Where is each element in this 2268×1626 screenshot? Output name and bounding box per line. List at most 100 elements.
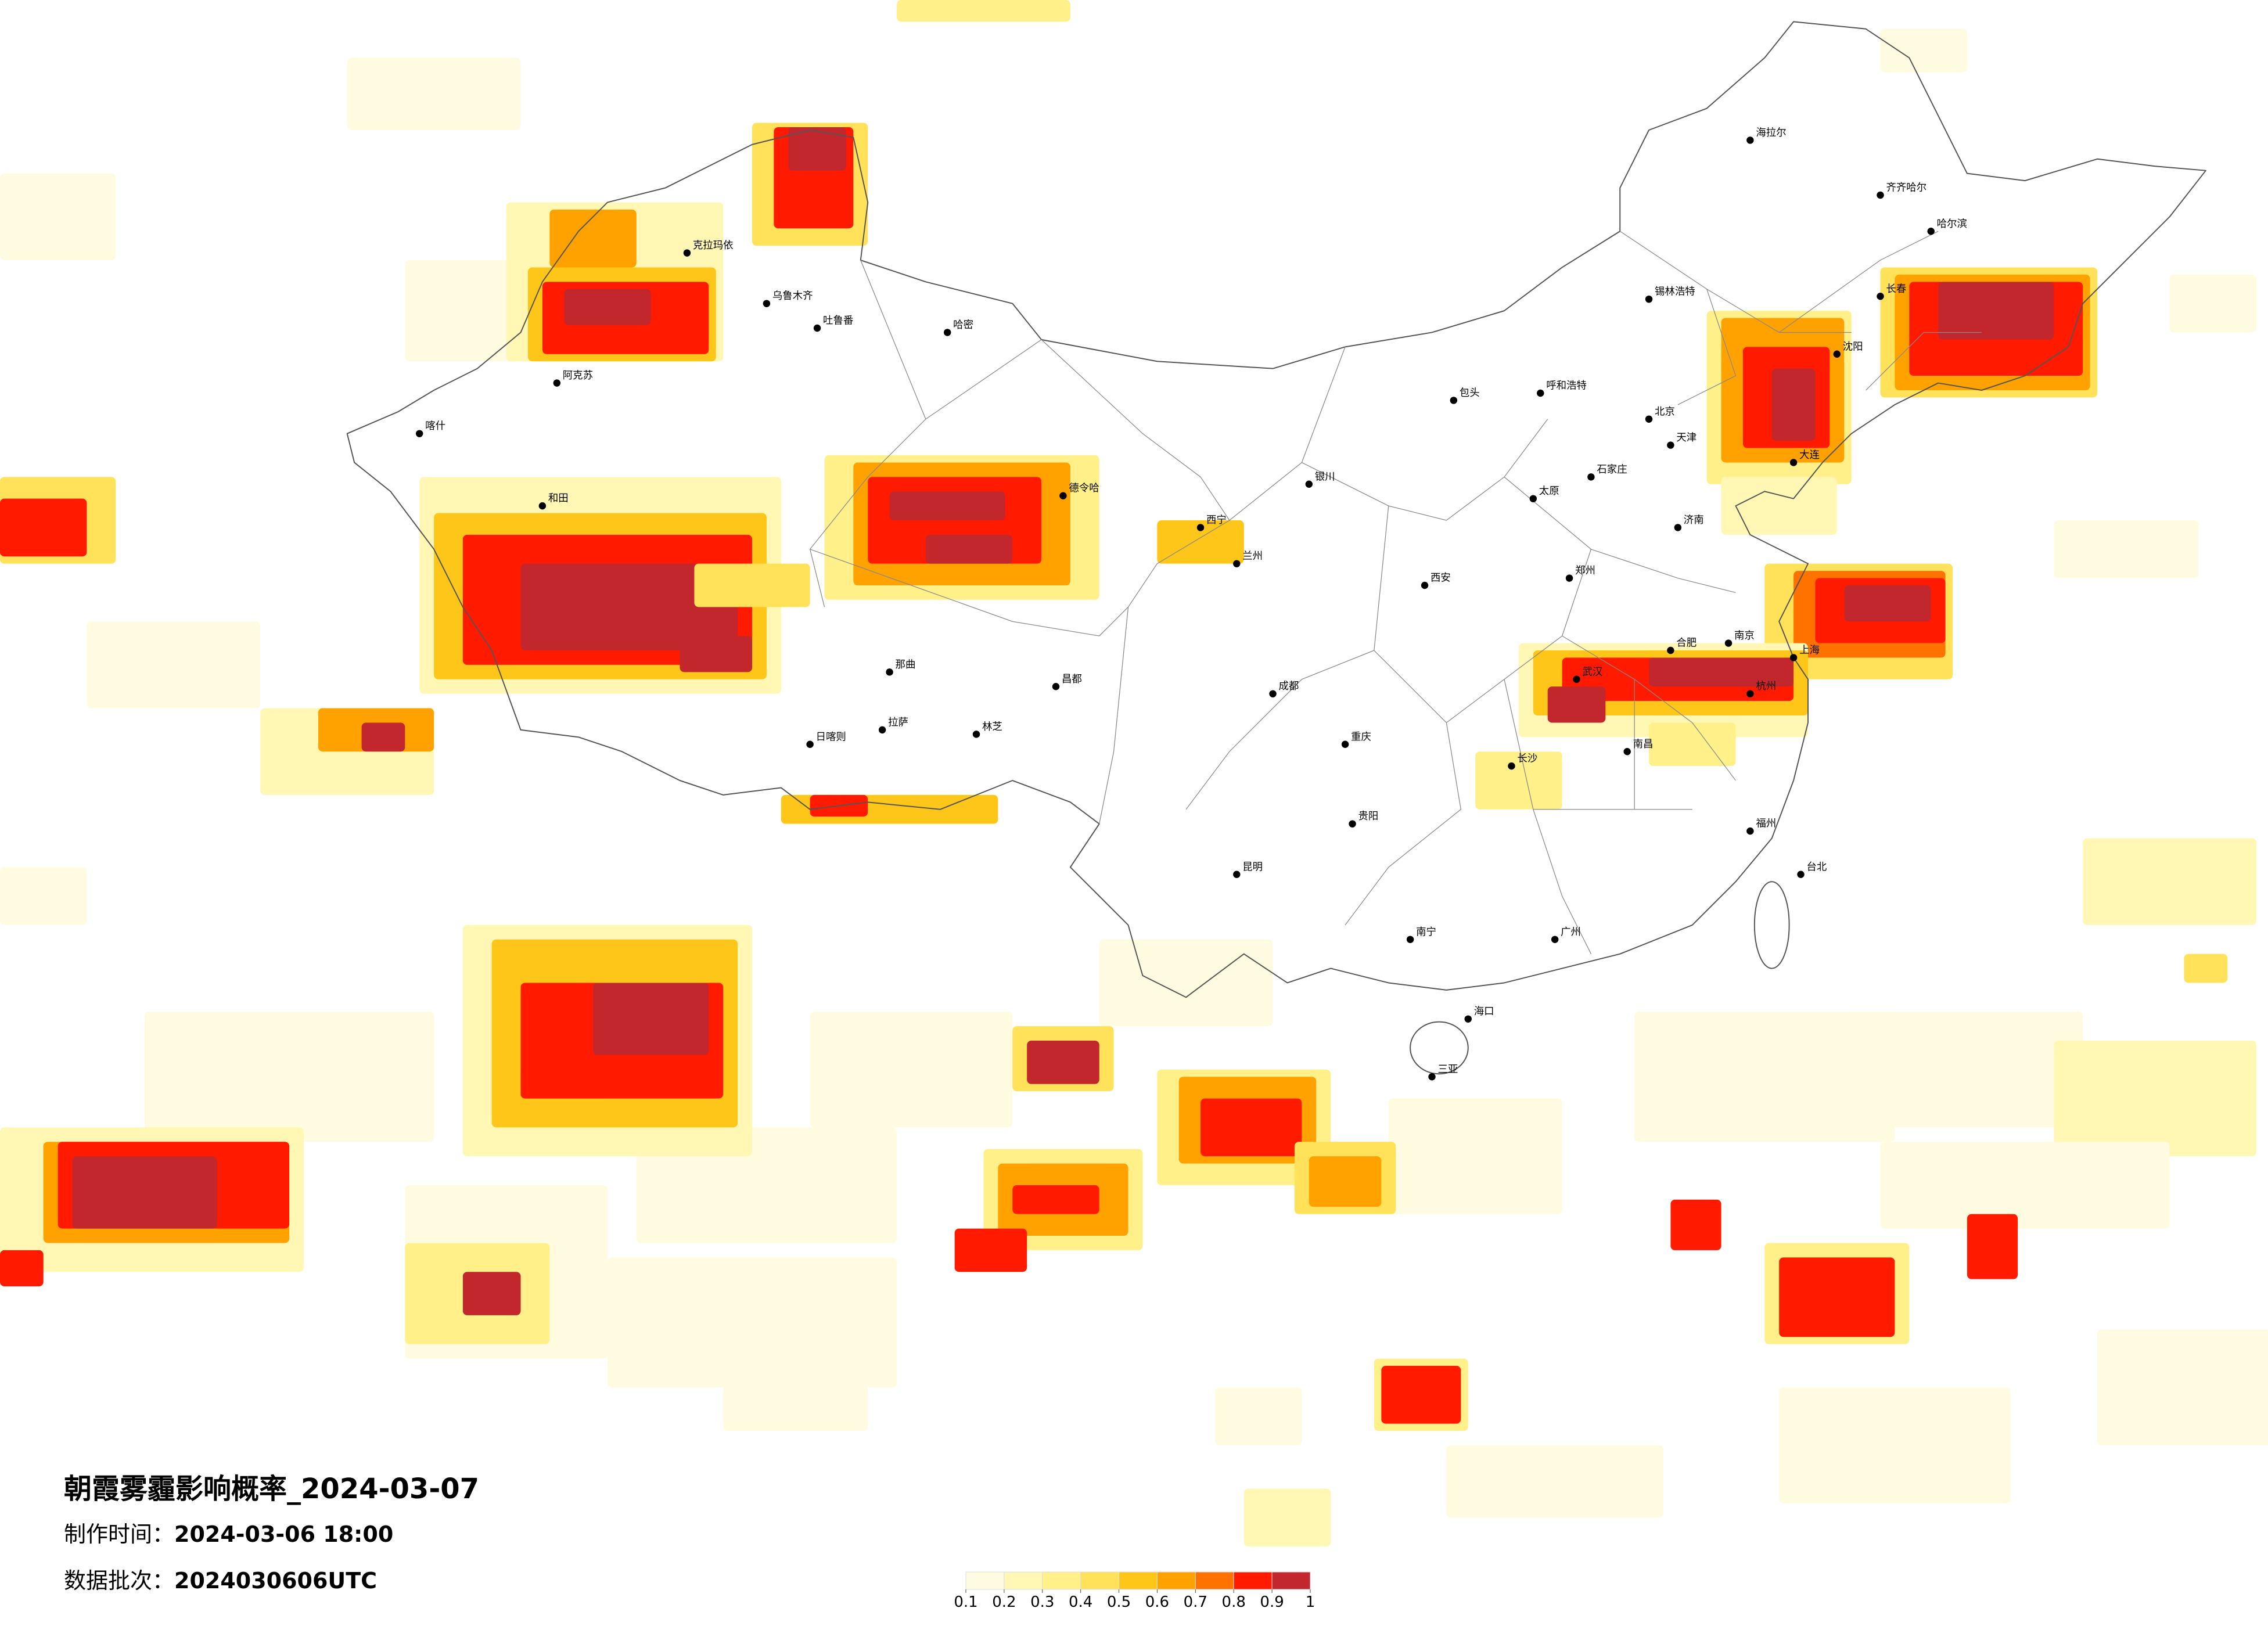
probability-patch — [694, 563, 810, 607]
legend-swatch — [1271, 1571, 1311, 1590]
city-label: 济南 — [1684, 515, 1704, 526]
city-label: 北京 — [1655, 406, 1675, 418]
city-dot — [1529, 495, 1537, 502]
probability-patch — [520, 1069, 608, 1099]
city-dot — [553, 379, 561, 387]
city-dot — [1305, 480, 1313, 488]
city-label: 三亚 — [1437, 1064, 1458, 1075]
probability-patch — [723, 1358, 868, 1431]
city-dot — [1789, 459, 1798, 466]
probability-patch — [1012, 1185, 1099, 1214]
city-dot — [1645, 295, 1653, 303]
city-label: 杭州 — [1756, 681, 1776, 692]
city-label: 和田 — [548, 493, 569, 505]
legend-tick-label: 0.6 — [1145, 1593, 1169, 1611]
hainan-outline — [1410, 1021, 1469, 1075]
probability-patch — [1381, 1366, 1461, 1424]
probability-patch — [897, 0, 1070, 22]
city-dot — [1674, 524, 1682, 531]
probability-patch — [788, 127, 846, 171]
city-label: 昌都 — [1062, 674, 1082, 685]
city-label: 西安 — [1430, 573, 1451, 584]
probability-patch — [1880, 28, 1967, 73]
probability-patch — [2169, 274, 2257, 333]
city-label: 喀什 — [425, 420, 445, 432]
city-label: 乌鲁木齐 — [772, 290, 813, 302]
city-dot — [1052, 683, 1060, 690]
probability-patch — [1243, 1488, 1331, 1547]
city-dot — [1508, 762, 1515, 770]
legend-swatch — [1042, 1571, 1081, 1590]
city-label: 福州 — [1756, 818, 1776, 830]
probability-patch — [1880, 1142, 2170, 1229]
legend-tick-label: 0.9 — [1260, 1593, 1284, 1611]
city-dot — [1667, 441, 1674, 449]
probability-patch — [1547, 686, 1606, 723]
batch-value: 2024030606UTC — [174, 1568, 377, 1593]
city-label: 哈密 — [953, 319, 973, 331]
city-dot — [763, 300, 771, 307]
probability-patch — [1779, 1387, 2011, 1503]
city-label: 南昌 — [1633, 739, 1654, 750]
probability-patch — [405, 260, 521, 362]
city-dot — [683, 249, 691, 257]
probability-patch — [1851, 1012, 2083, 1128]
probability-patch — [1649, 722, 1736, 767]
probability-patch — [2184, 954, 2228, 983]
probability-patch — [2054, 1041, 2257, 1157]
city-dot — [886, 668, 893, 676]
city-label: 吐鲁番 — [823, 315, 853, 327]
probability-patch — [145, 1012, 434, 1142]
city-label: 克拉玛依 — [693, 240, 734, 251]
city-dot — [1059, 492, 1067, 499]
probability-patch — [1027, 1041, 1099, 1084]
city-label: 阿克苏 — [563, 370, 593, 382]
city-dot — [806, 740, 814, 749]
city-label: 昆明 — [1242, 861, 1263, 873]
city-label: 兰州 — [1242, 551, 1263, 562]
probability-patch — [2097, 1329, 2268, 1445]
city-dot — [1724, 639, 1733, 647]
legend-tick-label: 1 — [1306, 1593, 1315, 1611]
city-label: 海拉尔 — [1756, 127, 1786, 139]
city-dot — [878, 726, 886, 734]
legend-tick-label: 0.1 — [954, 1593, 977, 1611]
probability-patch — [0, 498, 87, 557]
city-label: 台北 — [1807, 861, 1827, 873]
probability-patch — [520, 563, 738, 651]
city-label: 那曲 — [896, 659, 916, 671]
legend-tick-label: 0.4 — [1069, 1593, 1092, 1611]
legend-swatch — [1156, 1571, 1196, 1590]
city-label: 长春 — [1886, 283, 1906, 295]
legend-tick-label: 0.7 — [1184, 1593, 1207, 1611]
city-dot — [1269, 690, 1277, 697]
city-dot — [538, 502, 547, 510]
probability-patch — [954, 1228, 1027, 1272]
city-label: 西宁 — [1206, 515, 1227, 526]
probability-patch — [1388, 1098, 1562, 1214]
city-dot — [1667, 646, 1674, 654]
city-dot — [1797, 870, 1805, 879]
city-label: 南京 — [1734, 630, 1755, 642]
city-label: 银川 — [1315, 471, 1335, 483]
probability-patch — [607, 1257, 897, 1388]
city-label: 长沙 — [1517, 753, 1537, 765]
probability-patch — [0, 173, 116, 261]
probability-patch — [347, 57, 521, 131]
city-label: 包头 — [1460, 387, 1480, 399]
city-dot — [415, 430, 423, 437]
city-label: 拉萨 — [888, 717, 908, 728]
province-borders — [809, 231, 1982, 954]
map-title: 朝霞雾霾影响概率_2024-03-07 — [64, 1473, 479, 1505]
probability-patch — [1201, 1098, 1302, 1157]
probability-patch — [72, 1156, 217, 1229]
city-dot — [1464, 1015, 1472, 1023]
city-dot — [1196, 524, 1205, 531]
legend-tick-label: 0.2 — [992, 1593, 1016, 1611]
city-label: 郑州 — [1575, 565, 1595, 577]
taiwan-outline — [1753, 881, 1790, 969]
legend-swatch — [1195, 1571, 1234, 1590]
city-dot — [1551, 936, 1559, 944]
